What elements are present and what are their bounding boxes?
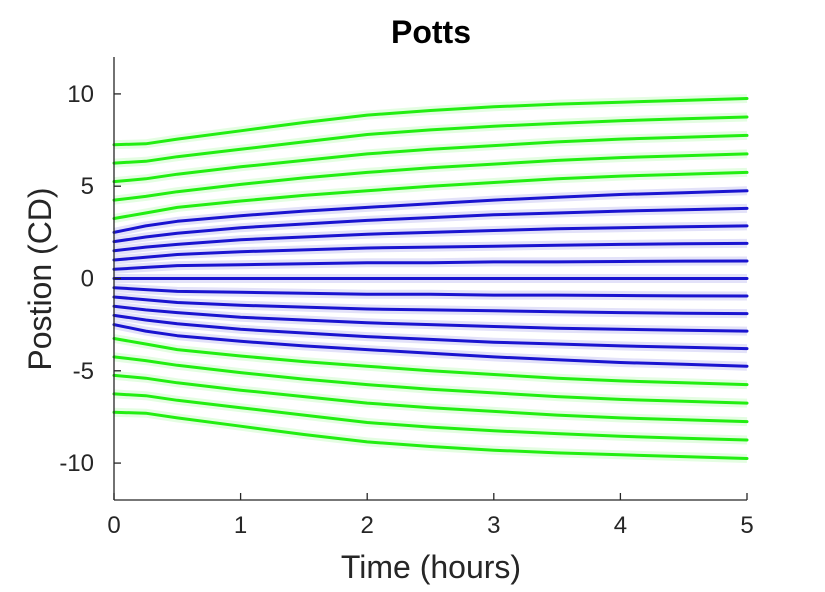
series-line-8	[112, 224, 749, 253]
x-tick-label: 1	[234, 512, 247, 539]
series-line-3	[112, 133, 749, 184]
x-tick-label: 0	[107, 512, 120, 539]
x-tick-label: 5	[740, 512, 753, 539]
series-line-15	[112, 313, 749, 351]
series-line-20	[112, 392, 749, 442]
series-line-19	[112, 373, 749, 424]
y-tick-label: -10	[59, 450, 94, 477]
y-tick-label: 10	[67, 81, 94, 108]
x-tick-label: 4	[614, 512, 627, 539]
series-line-5	[112, 170, 749, 220]
series-line-6	[112, 189, 749, 234]
series-line-2	[112, 115, 749, 165]
series-line-17	[112, 337, 749, 387]
y-tick-label: 0	[81, 266, 94, 293]
series-line-14	[112, 304, 749, 333]
series-line-10	[112, 259, 749, 271]
series-layer	[112, 94, 749, 463]
series-line-4	[112, 152, 749, 202]
y-tick-label: -5	[73, 358, 94, 385]
series-line-21	[112, 410, 749, 460]
chart-title: Potts	[391, 14, 471, 50]
x-tick-label: 3	[487, 512, 500, 539]
ticks: 0 1 2 3 4 5 -10 -5 0 5 10	[59, 81, 753, 539]
y-tick-label: 5	[81, 173, 94, 200]
series-line-16	[112, 323, 749, 368]
series-line-1	[112, 97, 749, 147]
series-line-18	[112, 355, 749, 405]
y-axis-label: Postion (CD)	[22, 187, 58, 370]
series-line-9	[112, 241, 749, 262]
x-tick-label: 2	[361, 512, 374, 539]
series-line-7	[112, 206, 749, 244]
x-axis-label: Time (hours)	[341, 549, 521, 585]
series-line-12	[112, 286, 749, 298]
series-line-13	[112, 295, 749, 316]
